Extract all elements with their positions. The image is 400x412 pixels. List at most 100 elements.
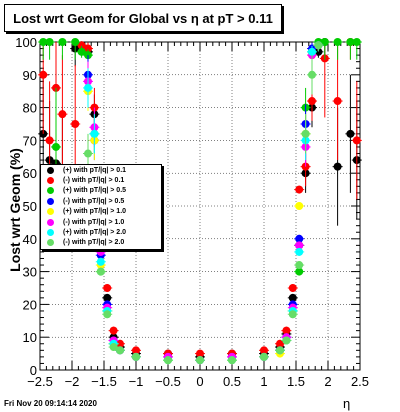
x-tick-label: −2.5 xyxy=(27,374,53,389)
legend-marker xyxy=(43,218,57,226)
x-tick-label: −1 xyxy=(129,374,144,389)
y-tick-label: 20 xyxy=(23,297,37,312)
legend-label: (+) with pT/|q| > 0.1 xyxy=(63,166,127,174)
data-point xyxy=(109,326,118,335)
chart-title: Lost wrt Geom for Global vs η at pT > 0.… xyxy=(4,4,282,32)
data-point xyxy=(295,185,304,194)
x-tick-label: 2 xyxy=(324,374,331,389)
data-point xyxy=(96,267,105,276)
data-point xyxy=(84,44,92,53)
data-point xyxy=(276,339,284,348)
y-tick-label: 30 xyxy=(23,265,37,280)
data-point xyxy=(260,346,268,355)
data-point xyxy=(96,257,105,266)
data-point xyxy=(333,38,342,46)
y-tick-label: 90 xyxy=(23,68,37,83)
data-point xyxy=(84,149,92,158)
legend-entry: (+) with pT/|q| > 2.0 xyxy=(41,227,161,237)
y-tick-label: 0 xyxy=(30,363,37,378)
data-point xyxy=(352,136,361,145)
x-tick-label: −2 xyxy=(65,374,80,389)
y-tick-label: 60 xyxy=(23,166,37,181)
legend-label: (+) with pT/|q| > 1.0 xyxy=(63,208,127,216)
legend-entry: (-) with pT/|q| > 2.0 xyxy=(41,238,161,248)
data-point xyxy=(314,41,323,50)
data-point xyxy=(116,339,124,348)
data-point xyxy=(132,352,140,361)
legend-marker xyxy=(43,229,57,237)
legend-entry: (-) with pT/|q| > 1.0 xyxy=(41,217,161,227)
legend-marker xyxy=(43,187,57,195)
timestamp-footer: Fri Nov 20 09:14:14 2020 xyxy=(4,399,97,408)
data-point xyxy=(295,241,304,250)
y-tick-label: 40 xyxy=(23,232,37,247)
legend-label: (+) with pT/|q| > 2.0 xyxy=(63,229,127,237)
data-point xyxy=(295,261,304,270)
x-tick-label: 0 xyxy=(196,374,203,389)
data-point xyxy=(288,284,297,292)
data-point xyxy=(39,70,48,79)
data-point xyxy=(314,47,323,56)
legend-label: (-) with pT/|q| > 0.5 xyxy=(63,197,125,205)
data-point xyxy=(276,346,284,355)
data-point xyxy=(346,129,355,138)
legend-marker xyxy=(43,208,57,216)
data-point xyxy=(103,293,112,302)
data-point xyxy=(295,247,304,256)
data-point xyxy=(295,234,304,243)
legend-label: (-) with pT/|q| > 1.0 xyxy=(63,218,125,226)
x-tick-label: −0.5 xyxy=(155,374,181,389)
x-tick-label: 1.5 xyxy=(287,374,305,389)
data-point xyxy=(320,38,329,46)
data-point xyxy=(71,120,80,128)
data-point xyxy=(58,38,67,46)
data-point xyxy=(77,41,86,50)
legend-entry: (+) with pT/|q| > 1.0 xyxy=(41,207,161,217)
x-axis-label: η xyxy=(343,396,351,411)
legend-label: (-) with pT/|q| > 2.0 xyxy=(63,239,125,247)
y-tick-label: 50 xyxy=(23,199,37,214)
y-axis-label: Lost wrt Geom (%) xyxy=(7,148,24,272)
data-point xyxy=(52,142,60,151)
data-point xyxy=(45,38,54,46)
data-point xyxy=(346,38,355,46)
data-point xyxy=(116,346,124,355)
data-point xyxy=(333,97,342,106)
data-point xyxy=(295,267,304,276)
legend-marker xyxy=(43,177,57,185)
data-point xyxy=(71,38,80,46)
data-point xyxy=(77,47,86,56)
x-tick-label: 2.5 xyxy=(351,374,369,389)
legend-marker xyxy=(43,197,57,205)
x-tick-label: 0.5 xyxy=(223,374,241,389)
legend-entry: (-) with pT/|q| > 0.1 xyxy=(41,175,161,185)
data-point xyxy=(295,202,304,210)
data-point xyxy=(308,97,316,106)
data-point xyxy=(228,356,236,365)
legend-label: (+) with pT/|q| > 0.5 xyxy=(63,187,127,195)
data-point xyxy=(260,352,268,361)
data-point xyxy=(90,129,99,138)
data-point xyxy=(132,346,140,355)
data-point xyxy=(164,356,172,365)
legend-marker xyxy=(43,166,57,174)
data-point xyxy=(103,310,112,319)
data-point xyxy=(58,110,67,119)
data-point xyxy=(196,349,204,358)
y-tick-label: 80 xyxy=(23,101,37,116)
data-point xyxy=(288,293,297,302)
data-point xyxy=(84,83,92,92)
data-point xyxy=(45,136,54,145)
x-tick-label: 1 xyxy=(260,374,267,389)
y-tick-label: 10 xyxy=(23,330,37,345)
data-point xyxy=(39,38,48,46)
data-point xyxy=(282,336,291,345)
data-points xyxy=(38,38,362,365)
data-point xyxy=(282,326,291,335)
y-tick-label: 100 xyxy=(15,35,37,50)
data-point xyxy=(308,47,316,56)
data-point xyxy=(288,310,297,319)
legend-marker xyxy=(43,239,57,247)
y-tick-label: 70 xyxy=(23,133,37,148)
